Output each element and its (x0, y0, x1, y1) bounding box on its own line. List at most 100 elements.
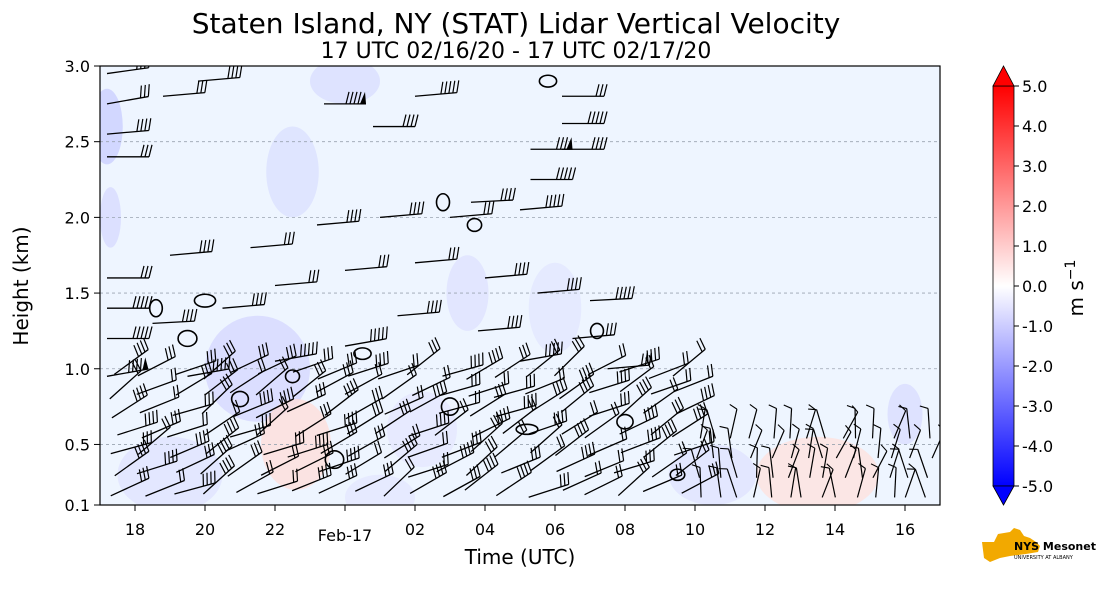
wind-barb (383, 423, 421, 459)
wind-barb (139, 384, 180, 414)
colorbar-tick-label: -1.0 (1022, 317, 1053, 336)
wind-barb (643, 377, 679, 414)
wind-barb (315, 360, 354, 393)
wind-barb (175, 348, 217, 375)
wind-barb (441, 429, 482, 458)
contour-blob (435, 192, 451, 212)
wind-barb (466, 345, 504, 380)
velocity-patch (100, 187, 121, 248)
wind-barb (136, 367, 177, 395)
wind-barb (562, 84, 608, 97)
wind-barb (708, 465, 722, 498)
wind-barb (292, 346, 334, 373)
y-tick-label: 0.1 (65, 496, 90, 515)
wind-barb (436, 440, 475, 473)
wind-barb (697, 404, 706, 439)
wind-barb (729, 403, 738, 439)
wind-barb (317, 350, 358, 380)
x-tick-label: Feb-17 (318, 526, 372, 545)
wind-barb (805, 404, 817, 439)
wind-barb (889, 443, 900, 478)
wind-barb (493, 373, 536, 398)
wind-barb (650, 367, 692, 395)
x-tick-label: 22 (265, 520, 285, 539)
wind-barb (324, 91, 366, 105)
wind-barb (613, 448, 655, 474)
wind-barb (865, 404, 875, 439)
wind-barb (560, 374, 595, 413)
wind-barb (106, 357, 149, 377)
wind-barb (230, 342, 269, 374)
wind-barb (672, 337, 706, 377)
wind-barb (110, 465, 150, 497)
wind-barb (698, 408, 716, 439)
wind-barb (287, 431, 329, 458)
wind-barb (222, 292, 267, 309)
contour-blob (515, 423, 539, 436)
contour-blob (466, 217, 483, 233)
wind-barb (449, 201, 495, 219)
wind-barb (750, 424, 763, 459)
wind-barb (537, 277, 582, 294)
wind-barb (468, 370, 510, 397)
x-tick-label: 16 (895, 520, 915, 539)
nys-mesonet-logo: NYS Mesonet UNIVERSITY AT ALBANY (982, 528, 1096, 562)
wind-barb (787, 465, 802, 498)
wind-barb (274, 269, 320, 287)
wind-barb (411, 365, 451, 397)
wind-barb (167, 411, 208, 438)
colorbar-max-arrow (992, 65, 1015, 87)
wind-barb (820, 466, 836, 498)
wind-barb (291, 462, 332, 492)
colorbar-tick-label: 5.0 (1022, 77, 1047, 96)
wind-barb (203, 339, 236, 380)
wind-barb (137, 344, 176, 377)
colorbar-tick-label: 1.0 (1022, 237, 1047, 256)
wind-barb (320, 419, 358, 455)
wind-barb (531, 376, 568, 412)
wind-barb (470, 187, 516, 203)
wind-barb (790, 423, 800, 459)
wind-barb (718, 468, 738, 498)
wind-barb (849, 445, 864, 478)
contour-blob (669, 468, 686, 482)
wind-barb (587, 343, 627, 376)
colorbar-label: m s−1 (1063, 260, 1088, 317)
y-tick-label: 1.5 (65, 284, 90, 303)
wind-barb (346, 399, 384, 435)
wind-barb (345, 440, 383, 475)
wind-barb (906, 468, 926, 498)
x-tick-label: 06 (545, 520, 565, 539)
wind-barb (145, 468, 186, 497)
contour-blob (148, 298, 164, 318)
y-axis-label: Height (km) (9, 226, 33, 345)
wind-barb (805, 423, 814, 459)
wind-barb (202, 454, 236, 495)
velocity-patch (756, 436, 879, 505)
chart-title: Staten Island, NY (STAT) Lidar Vertical … (192, 7, 841, 40)
x-tick-label: 20 (195, 520, 215, 539)
wind-barb (375, 398, 412, 435)
y-tick-label: 1.0 (65, 360, 90, 379)
y-tick-label: 3.0 (65, 57, 90, 76)
colorbar-tick-label: -3.0 (1022, 397, 1053, 416)
contour-blob (324, 450, 345, 470)
colorbar-min-arrow (992, 485, 1015, 506)
wind-barb (114, 439, 150, 477)
wind-barb (807, 443, 816, 478)
wind-barb (107, 296, 153, 309)
wind-barb (676, 383, 715, 415)
wind-barb (383, 456, 415, 497)
wind-barb (162, 80, 208, 97)
wind-barb (106, 84, 150, 105)
wind-barb (464, 452, 499, 491)
wind-barb (484, 261, 530, 279)
x-tick-label: 10 (685, 520, 705, 539)
wind-barb (671, 402, 709, 438)
wind-barb (619, 376, 652, 417)
wind-barb (787, 443, 800, 478)
velocity-patch (387, 391, 457, 468)
wind-barb (255, 356, 289, 396)
wind-barb (919, 405, 931, 439)
